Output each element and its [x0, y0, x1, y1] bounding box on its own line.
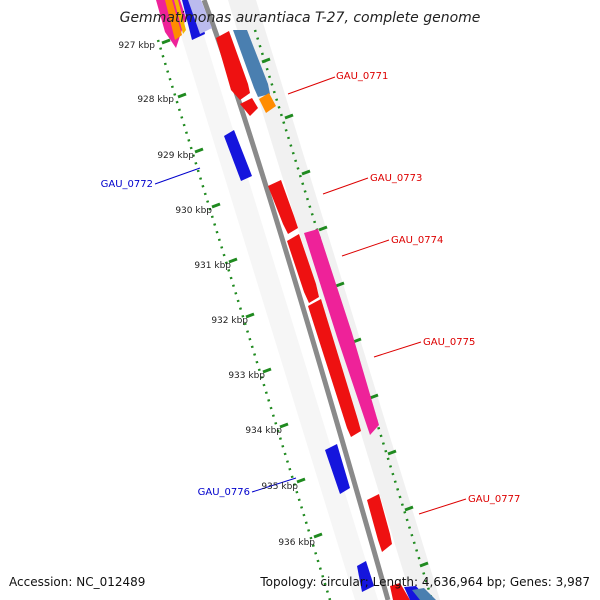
inner-ruler-ticks [161, 38, 323, 539]
gene-label-gau-0776[interactable]: GAU_0776 [198, 487, 250, 498]
cds-gau-0777[interactable] [367, 494, 392, 552]
tick-label: 930 kbp [175, 206, 212, 216]
tick-label: 935 kbp [261, 482, 298, 492]
cds-gau-0772[interactable] [224, 130, 252, 181]
map-title: Gemmatimonas aurantiaca T-27, complete g… [119, 10, 481, 26]
tick-label: 936 kbp [278, 538, 315, 548]
cds-small-orange[interactable] [259, 93, 276, 113]
tick-label: 929 kbp [157, 151, 194, 161]
outer-ruler [253, 29, 434, 600]
gene-label-gau-0774[interactable]: GAU_0774 [391, 235, 443, 246]
accession-text: Accession: NC_012489 [9, 575, 146, 589]
tick-label: 933 kbp [228, 371, 265, 381]
tick-label: 928 kbp [137, 95, 174, 105]
cds-small-red[interactable] [240, 98, 258, 116]
cds-bottom-red[interactable] [390, 583, 410, 600]
gene-label-gau-0773[interactable]: GAU_0773 [370, 173, 422, 184]
cds-gau-0776[interactable] [325, 444, 350, 494]
gene-label-gau-0775[interactable]: GAU_0775 [423, 337, 475, 348]
cds-bottom-steel[interactable] [412, 588, 436, 600]
gene-callout-lines [154, 76, 467, 515]
cds-pink-0774[interactable] [304, 229, 379, 435]
cds-steel-0771[interactable] [233, 30, 270, 97]
inner-ruler [156, 39, 332, 600]
gene-label-gau-0772[interactable]: GAU_0772 [101, 179, 153, 190]
tick-label: 927 kbp [118, 41, 155, 51]
gene-label-gau-0771[interactable]: GAU_0771 [336, 71, 388, 82]
cds-gau-0773[interactable] [268, 180, 298, 234]
cds-gau-0771[interactable] [216, 31, 250, 100]
tick-label: 934 kbp [245, 426, 282, 436]
tick-label: 932 kbp [211, 316, 248, 326]
cds-gau-0774[interactable] [287, 234, 319, 303]
genome-summary-text: Topology: circular; Length: 4,636,964 bp… [260, 575, 590, 589]
gene-label-gau-0777[interactable]: GAU_0777 [468, 494, 520, 505]
tick-label: 931 kbp [194, 261, 231, 271]
top-partial-features [156, 0, 212, 48]
cds-gau-0775[interactable] [308, 299, 361, 437]
cds-bottom-blue[interactable] [357, 561, 374, 592]
